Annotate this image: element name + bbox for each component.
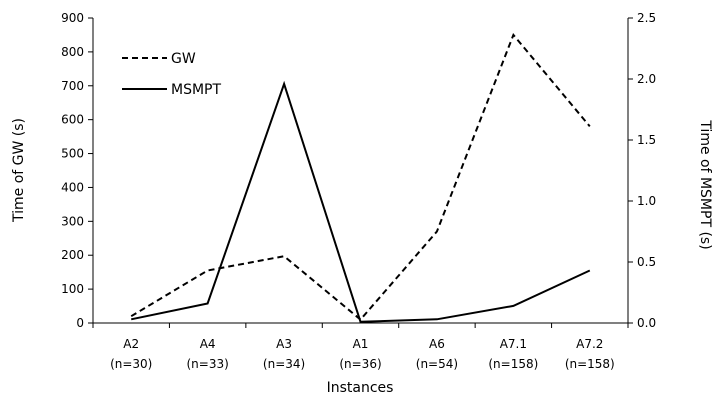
left-y-tick-label: 200 xyxy=(61,248,84,262)
right-y-axis-title: Time of MSMPT (s) xyxy=(697,119,713,249)
left-y-axis-title: Time of GW (s) xyxy=(11,118,27,223)
left-y-tick-label: 600 xyxy=(61,113,84,127)
left-y-tick-label: 100 xyxy=(61,282,84,296)
left-y-tick-label: 900 xyxy=(61,11,84,25)
left-y-tick-label: 300 xyxy=(61,214,84,228)
series-line-gw xyxy=(130,32,591,321)
x-category-sublabel: (n=158) xyxy=(488,357,538,371)
x-category-label: A4 xyxy=(200,337,216,351)
x-category-sublabel: (n=54) xyxy=(416,357,458,371)
x-category-sublabel: (n=36) xyxy=(339,357,381,371)
right-y-tick-label: 2.5 xyxy=(637,11,656,25)
right-y-tick-label: 1.5 xyxy=(637,133,656,147)
right-y-tick-label: 0.5 xyxy=(637,255,656,269)
series-layer xyxy=(130,32,591,323)
x-category-label: A7.1 xyxy=(500,337,527,351)
x-category-label: A1 xyxy=(353,337,369,351)
x-category-sublabel: (n=30) xyxy=(110,357,152,371)
left-y-tick-label: 0 xyxy=(76,316,84,330)
right-y-ticks: 0.0 0.5 1.0 1.5 2.0 2.5 xyxy=(628,11,656,330)
x-axis-title: Instances xyxy=(327,380,394,396)
right-y-tick-label: 1.0 xyxy=(637,194,656,208)
left-y-tick-label: 800 xyxy=(61,45,84,59)
left-y-tick-label: 700 xyxy=(61,79,84,93)
x-category-sublabel: (n=33) xyxy=(186,357,228,371)
left-y-tick-label: 500 xyxy=(61,147,84,161)
x-category-label: A6 xyxy=(429,337,445,351)
left-y-tick-label: 400 xyxy=(61,180,84,194)
x-ticks: A2 (n=30) A4 (n=33) A3 (n=34) A1 (n=36) A6 (n=54)… xyxy=(92,323,629,371)
left-y-ticks: 0 100 200 300 400 500 600 700 800 900 xyxy=(61,11,93,330)
x-category-label: A2 xyxy=(123,337,139,351)
legend: GW MSMPT xyxy=(122,51,221,98)
x-category-label: A3 xyxy=(276,337,292,351)
right-y-tick-label: 0.0 xyxy=(637,316,656,330)
series-line-msmpt xyxy=(130,80,591,323)
legend-msmpt-label: MSMPT xyxy=(171,82,221,98)
x-category-sublabel: (n=34) xyxy=(263,357,305,371)
legend-gw-label: GW xyxy=(171,51,196,67)
right-y-tick-label: 2.0 xyxy=(637,72,656,86)
x-category-sublabel: (n=158) xyxy=(565,357,615,371)
x-category-label: A7.2 xyxy=(576,337,603,351)
